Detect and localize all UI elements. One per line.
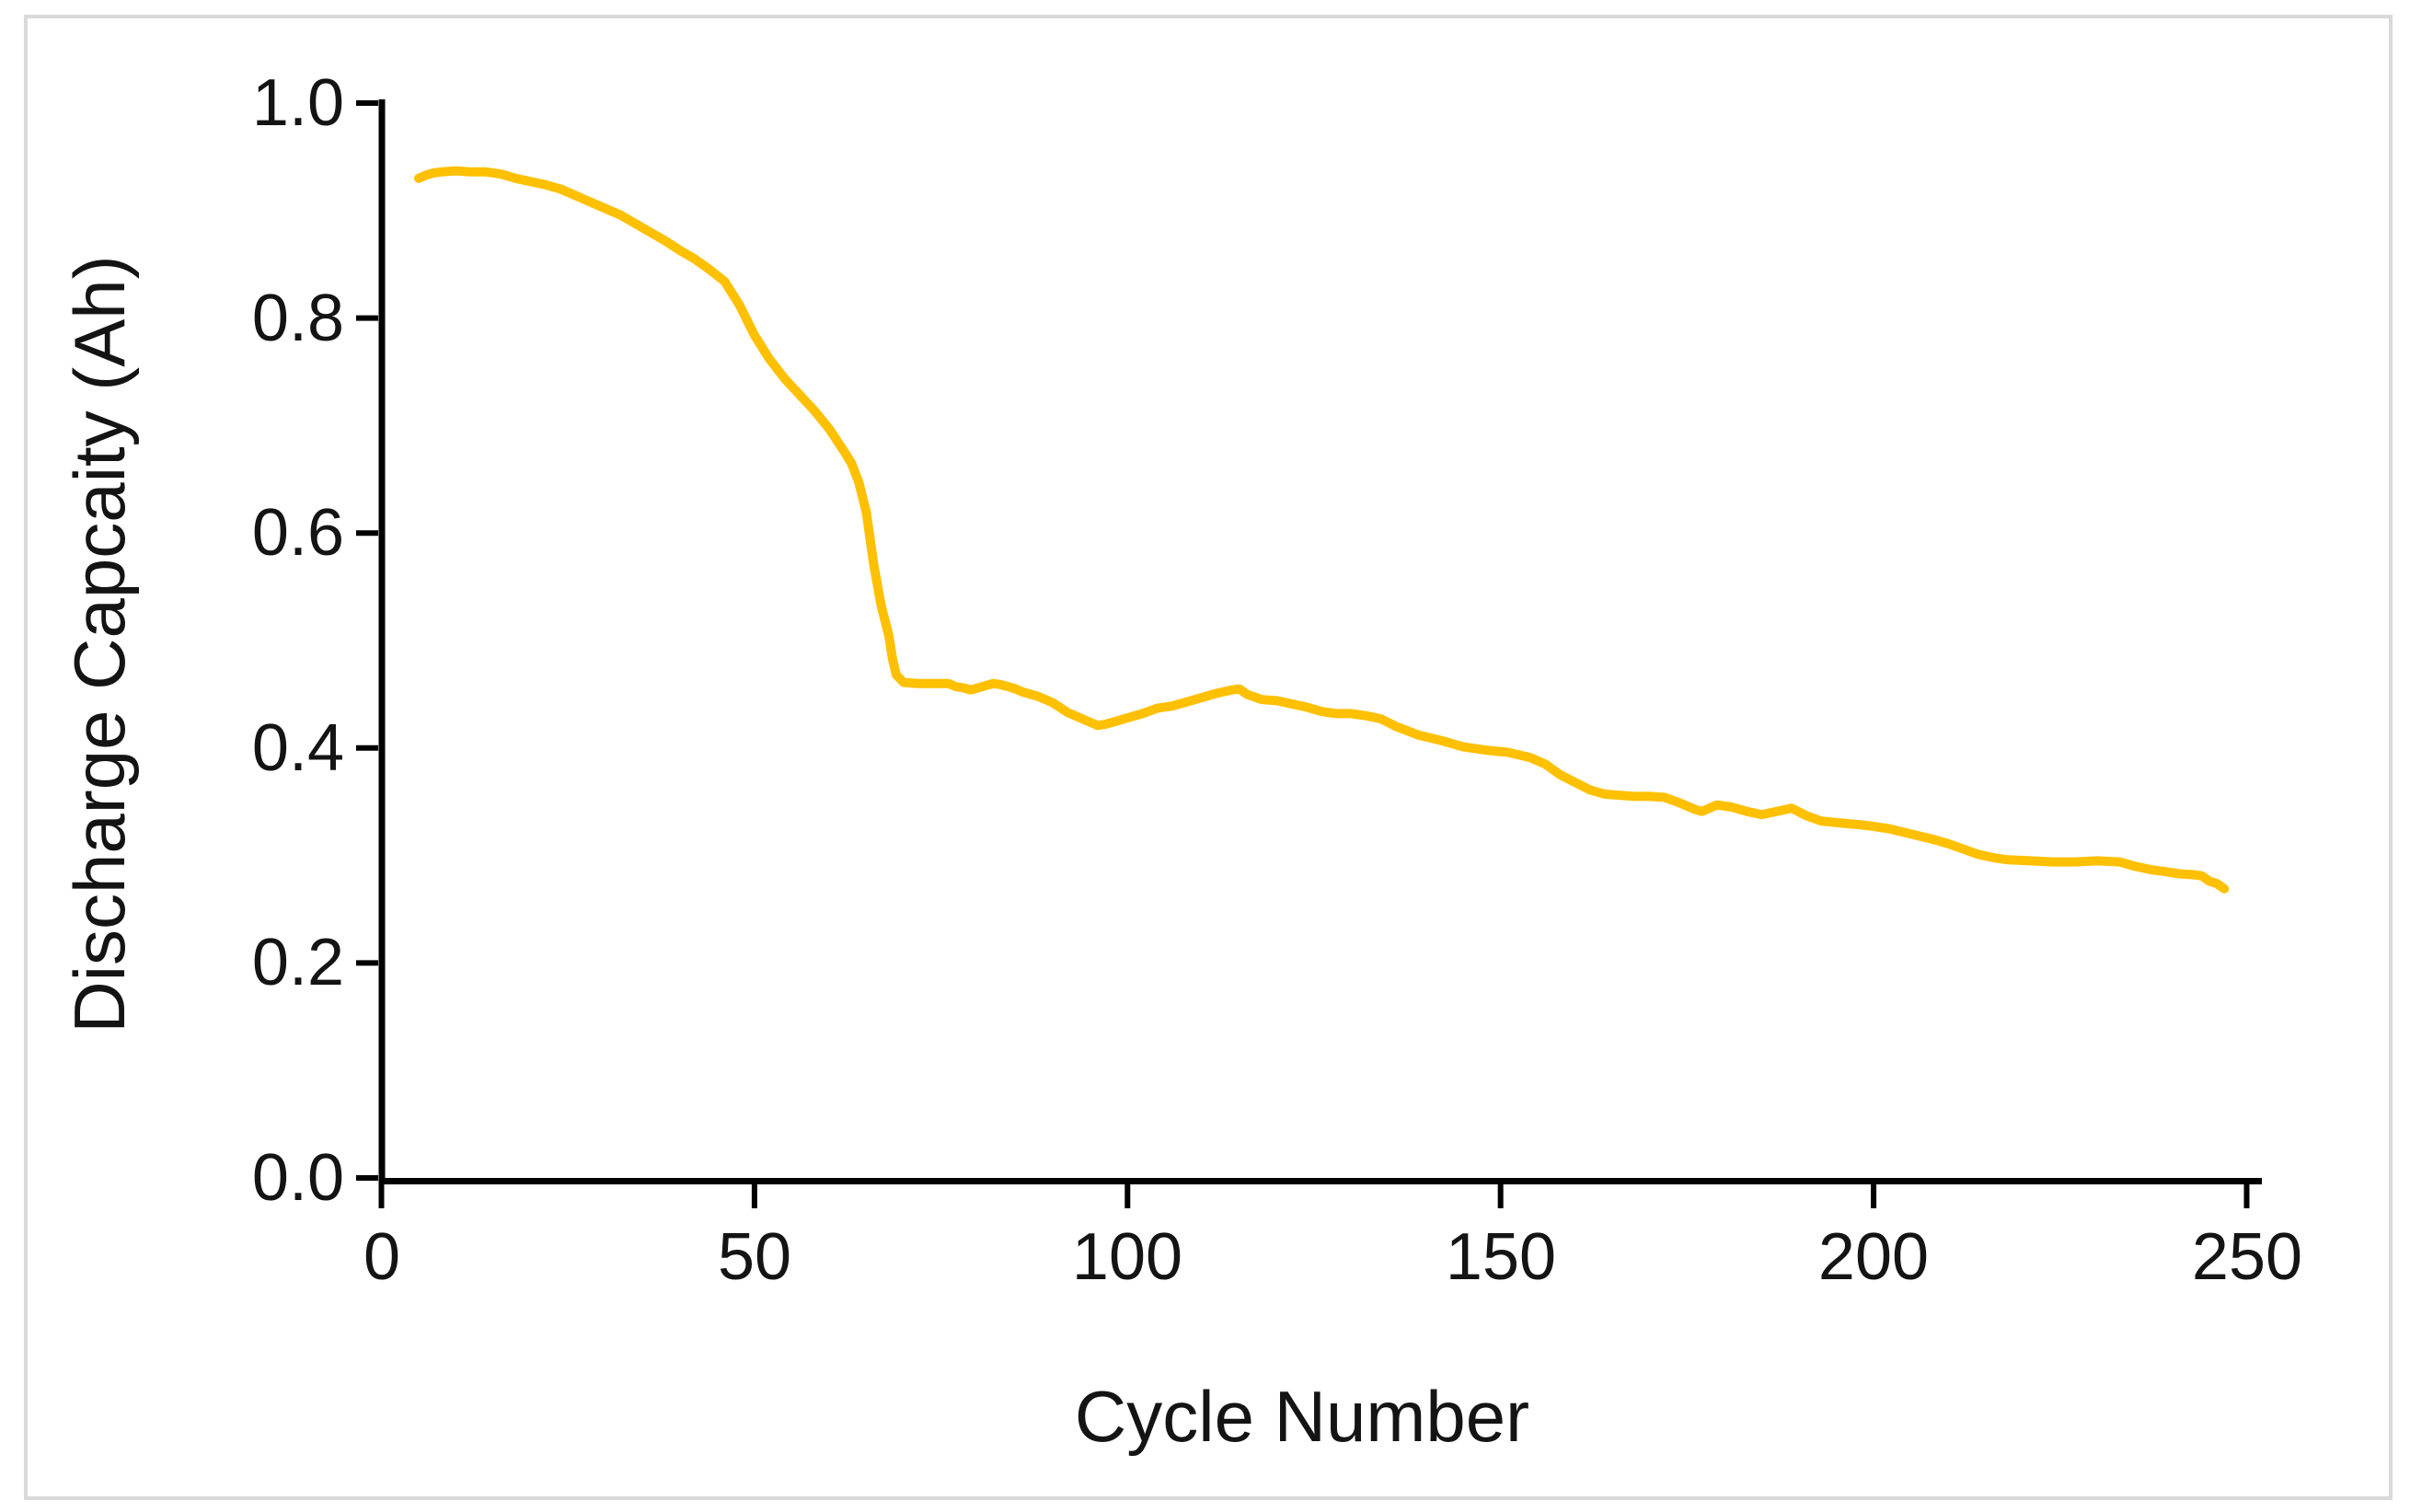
y-tick-label: 1.0	[251, 66, 344, 140]
y-tick-label: 0.4	[251, 711, 344, 785]
x-tick-label: 200	[1817, 1220, 1930, 1294]
x-tick-label: 150	[1445, 1220, 1557, 1294]
x-tick-label: 0	[363, 1220, 401, 1294]
x-tick-label: 250	[2191, 1220, 2303, 1294]
x-tick-label: 100	[1071, 1220, 1183, 1294]
axis-ticks	[356, 100, 2250, 1208]
capacity-series-line	[414, 166, 2230, 894]
x-tick-label: 50	[717, 1220, 792, 1294]
y-tick-label: 0.0	[251, 1141, 344, 1215]
y-axis-title: Discharge Capcaity (Ah)	[59, 255, 140, 1033]
y-tick-label: 0.6	[251, 496, 344, 570]
x-axis-title: Cycle Number	[1074, 1376, 1530, 1457]
y-tick-label: 0.8	[251, 282, 344, 355]
y-tick-label: 0.2	[251, 926, 344, 999]
